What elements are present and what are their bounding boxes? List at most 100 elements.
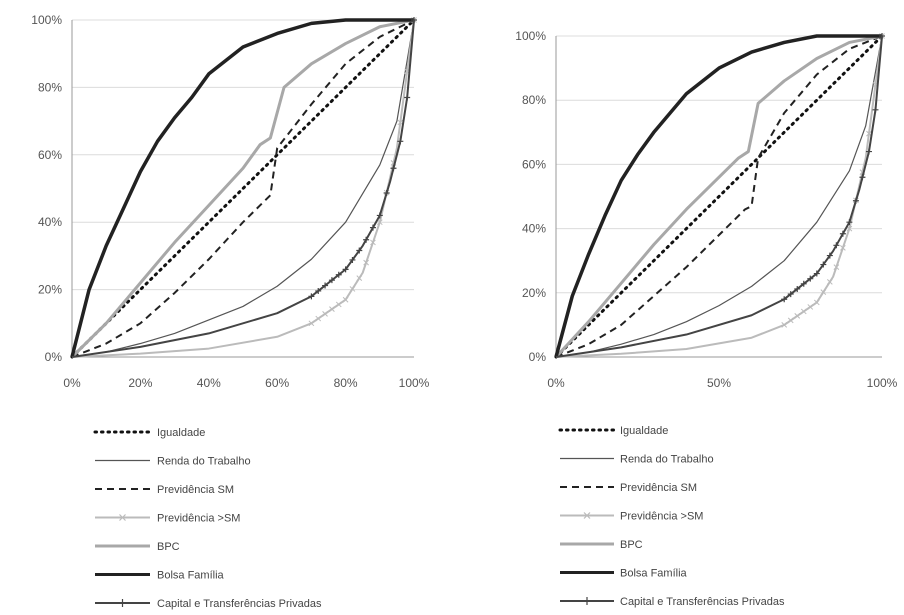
series-line bbox=[70, 18, 414, 358]
data-point-marker bbox=[787, 291, 794, 298]
data-point-marker bbox=[781, 296, 788, 303]
y-tick-label: 20% bbox=[522, 286, 546, 300]
data-point-marker bbox=[363, 259, 369, 266]
data-point-marker bbox=[329, 306, 335, 312]
x-tick-label: 50% bbox=[707, 376, 731, 390]
data-point-marker bbox=[411, 17, 417, 23]
series-line bbox=[554, 34, 882, 358]
data-point-marker bbox=[781, 322, 788, 328]
x-tick-label: 100% bbox=[867, 376, 898, 390]
y-tick-label: 80% bbox=[522, 93, 546, 107]
data-point-marker bbox=[807, 304, 814, 310]
data-point-marker bbox=[328, 277, 335, 284]
data-point-marker bbox=[363, 236, 370, 243]
legend-label: Previdência >SM bbox=[157, 513, 240, 525]
series-bpc bbox=[70, 18, 415, 359]
data-point-marker bbox=[826, 252, 833, 259]
chart-panel-right: 0% 20% 40% 60% 80% 100% 0% 50% 100% Igualdade Rend… bbox=[452, 0, 904, 615]
data-point-marker bbox=[787, 317, 794, 324]
series-capital-e-transferencias-privadas bbox=[555, 33, 885, 358]
series-previdencia-sm bbox=[71, 19, 415, 358]
legend-label: Renda do Trabalho bbox=[157, 456, 251, 468]
legend-label: Bolsa Família bbox=[157, 570, 225, 582]
legend-label: BPC bbox=[620, 539, 643, 551]
y-tick-label: 80% bbox=[38, 80, 62, 94]
data-point-marker bbox=[356, 275, 363, 281]
legend-label: Renda do Trabalho bbox=[620, 454, 714, 466]
y-tick-label: 40% bbox=[38, 215, 62, 229]
series-line bbox=[70, 18, 416, 359]
legend-label: BPC bbox=[157, 541, 180, 553]
data-point-marker bbox=[833, 242, 840, 249]
data-point-marker bbox=[859, 174, 866, 181]
data-point-marker bbox=[820, 261, 827, 268]
legend-item-bolsa-familia: Bolsa Família bbox=[560, 568, 688, 580]
legend: Igualdade Renda do Trabalho Previdência SM… bbox=[93, 427, 322, 610]
legend-label: Igualdade bbox=[620, 425, 668, 437]
data-point-marker bbox=[852, 197, 859, 204]
data-point-marker bbox=[342, 266, 349, 273]
series-line bbox=[71, 19, 415, 358]
legend-marker bbox=[119, 514, 126, 521]
data-point-marker bbox=[813, 270, 820, 277]
series-igualdade bbox=[70, 18, 416, 359]
y-tick-label: 0% bbox=[529, 350, 547, 364]
chart-panel-left: 0% 20% 40% 60% 80% 100% 0% 20% 40% 60% 80% 100% Igua… bbox=[31, 13, 429, 610]
legend-item-renda-do-trabalho: Renda do Trabalho bbox=[560, 454, 714, 466]
data-point-marker bbox=[335, 301, 342, 308]
data-point-marker bbox=[383, 189, 390, 196]
series-line bbox=[71, 19, 415, 358]
data-point-marker bbox=[322, 282, 329, 289]
data-point-marker bbox=[349, 286, 356, 292]
data-point-marker bbox=[370, 239, 376, 246]
x-tick-label: 20% bbox=[128, 376, 152, 390]
data-point-marker bbox=[342, 296, 349, 303]
lorenz-chart-right: 0% 20% 40% 60% 80% 100% 0% 50% 100% Igualdade Rend… bbox=[515, 29, 898, 608]
series-previdencia-sm bbox=[555, 35, 883, 358]
legend-item-capital-e-transferencias-privadas: Capital e Transferências Privadas bbox=[560, 596, 785, 608]
data-point-marker bbox=[872, 106, 879, 113]
legend-item-bpc: BPC bbox=[560, 539, 643, 551]
data-point-marker bbox=[839, 230, 846, 237]
data-point-marker bbox=[833, 264, 840, 270]
y-tick-label: 100% bbox=[31, 13, 62, 27]
data-point-marker bbox=[820, 289, 827, 296]
data-point-marker bbox=[846, 219, 853, 226]
y-tick-label: 40% bbox=[522, 222, 546, 236]
legend-item-previdencia-sm: Previdência SM bbox=[560, 482, 697, 494]
series-line bbox=[555, 35, 883, 358]
data-point-marker bbox=[826, 279, 833, 285]
series-bpc bbox=[554, 34, 883, 359]
data-point-marker bbox=[322, 311, 328, 317]
x-tick-label: 80% bbox=[334, 376, 358, 390]
legend-label: Capital e Transferências Privadas bbox=[157, 598, 322, 610]
series-renda-do-trabalho bbox=[71, 19, 415, 358]
legend-label: Previdência SM bbox=[157, 484, 234, 496]
legend-marker bbox=[583, 512, 591, 519]
data-point-marker bbox=[376, 212, 383, 219]
series-bolsa-familia bbox=[554, 34, 882, 358]
data-point-marker bbox=[807, 275, 814, 282]
legend-item-igualdade: Igualdade bbox=[558, 425, 668, 437]
series-line bbox=[555, 35, 883, 358]
legend-label: Igualdade bbox=[157, 427, 205, 439]
y-tick-label: 60% bbox=[522, 157, 546, 171]
series-line bbox=[555, 35, 883, 358]
x-tick-label: 0% bbox=[547, 376, 565, 390]
legend: Igualdade Renda do Trabalho Previdência SM… bbox=[558, 425, 785, 608]
y-tick-label: 20% bbox=[38, 283, 62, 297]
data-point-marker bbox=[840, 245, 846, 251]
legend-item-renda-do-trabalho: Renda do Trabalho bbox=[95, 456, 251, 468]
data-point-marker bbox=[800, 280, 807, 287]
lorenz-chart-left: 0% 20% 40% 60% 80% 100% 0% 20% 40% 60% 80% 100% Igua… bbox=[31, 13, 429, 610]
series-line bbox=[554, 34, 884, 359]
data-point-marker bbox=[315, 315, 322, 322]
data-point-marker bbox=[865, 148, 872, 155]
legend-item-bpc: BPC bbox=[95, 541, 180, 553]
x-tick-label: 60% bbox=[265, 376, 289, 390]
legend-label: Previdência >SM bbox=[620, 511, 703, 523]
data-point-marker bbox=[356, 247, 363, 254]
legend-item-previdencia-sm: Previdência >SM bbox=[95, 513, 240, 525]
legend-item-capital-e-transferencias-privadas: Capital e Transferências Privadas bbox=[95, 598, 322, 610]
data-point-marker bbox=[813, 299, 820, 306]
